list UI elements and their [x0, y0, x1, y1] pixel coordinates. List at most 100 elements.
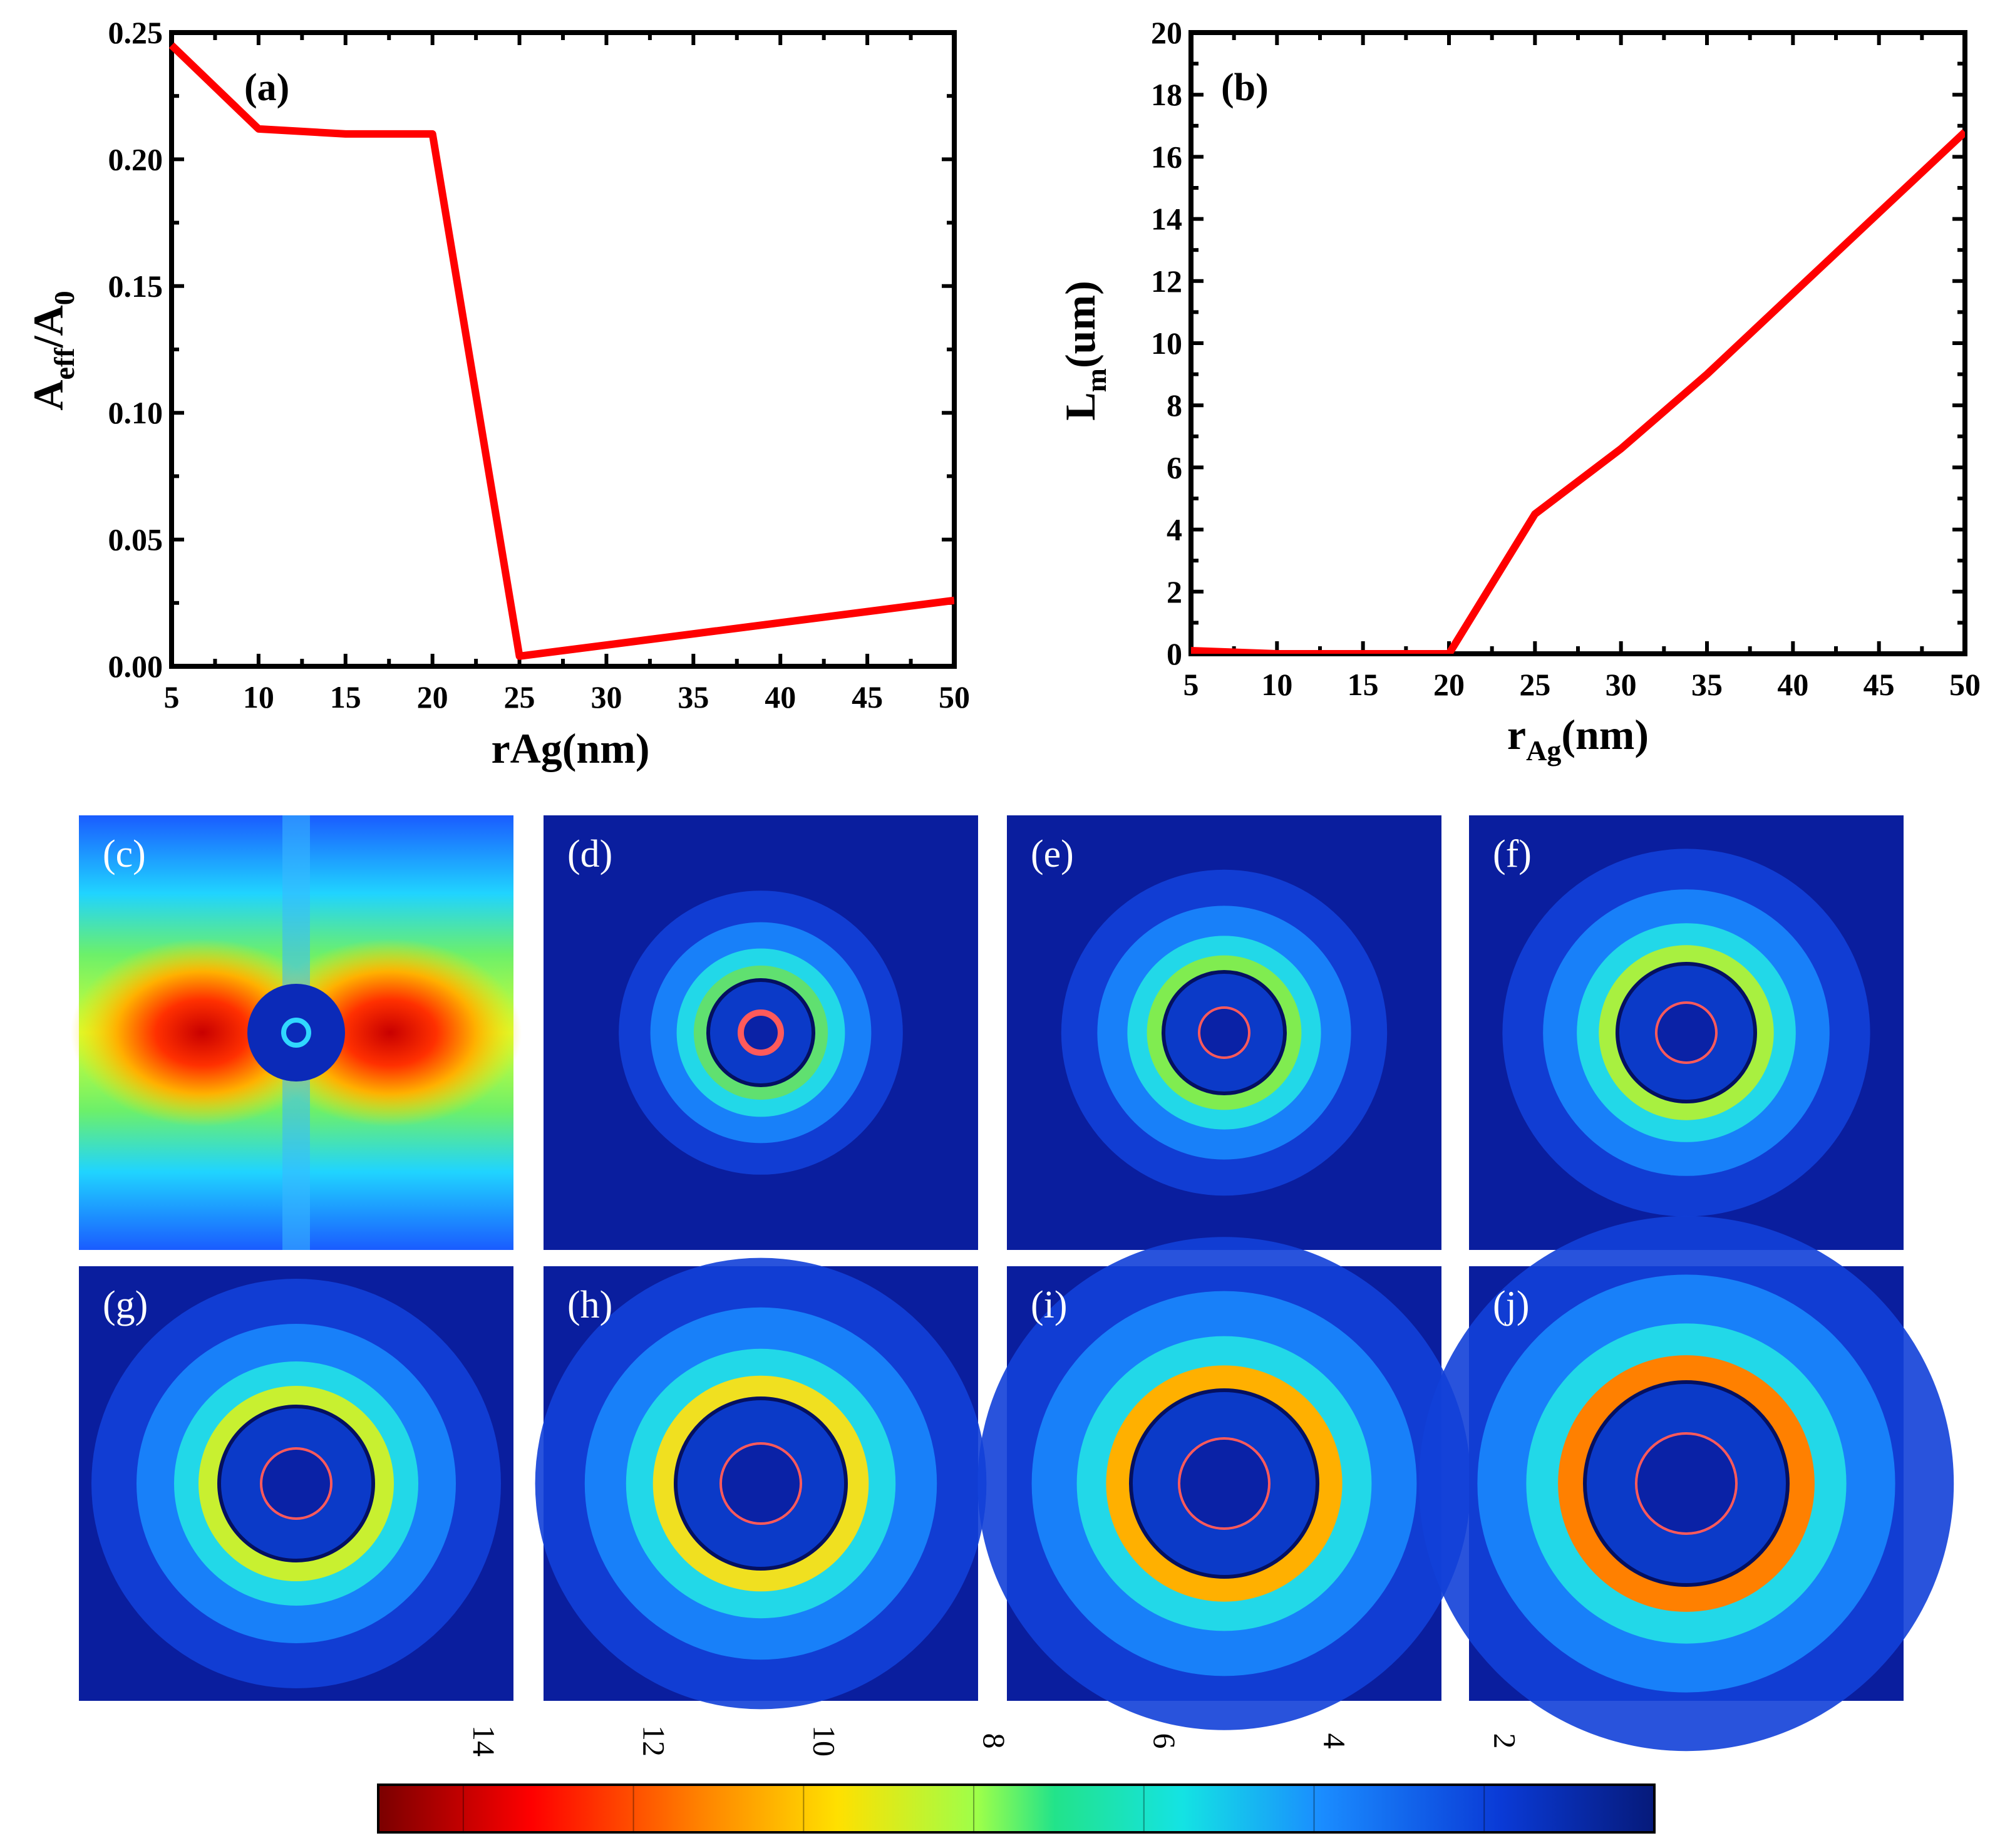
map-label: (j): [1493, 1284, 1530, 1326]
panel-b-chart: 5 10 15 20 25 30 35 40 45 50 0 2 4 6 8 10 12 14 16 18 20 (b)…: [1056, 15, 1981, 767]
map-inner-ring: [281, 1018, 311, 1048]
panel-a-ytick-label: 0.25: [108, 15, 163, 50]
field-map-h: (h): [535, 1257, 987, 1710]
field-map-g: (g): [79, 1266, 513, 1701]
map-inner-ring: [1635, 1432, 1738, 1535]
colorbar-tick-label: 8: [977, 1733, 1012, 1749]
map-inner-ring: [738, 1009, 784, 1056]
panel-b-xtick-label: 30: [1606, 667, 1637, 702]
map-label: (f): [1493, 833, 1532, 875]
field-map-f: (f): [1469, 815, 1904, 1250]
panel-b-xtick-label: 10: [1261, 667, 1292, 702]
panel-b-xtick-label: 25: [1519, 667, 1550, 702]
panel-b-ylabel-rest: (um): [1056, 281, 1104, 368]
field-map-j: (j): [1418, 1216, 1954, 1752]
panel-b-ytick-label: 0: [1167, 636, 1182, 671]
panel-a-ylabel-rest: /A: [24, 305, 72, 348]
panel-a-series: [169, 42, 954, 660]
panel-b-xtick-label: 45: [1864, 667, 1895, 702]
field-map-c: (c): [71, 815, 522, 1250]
panel-b-ytick-label: 14: [1151, 202, 1182, 237]
panel-a-xtick-label: 40: [765, 679, 796, 715]
panel-b-series: [1191, 129, 1965, 654]
panel-b-xlabel-sub: Ag: [1526, 735, 1561, 767]
map-inner-ring: [719, 1442, 802, 1525]
panel-a-xtick-label: 15: [330, 679, 361, 715]
panel-b-xtick-label: 35: [1691, 667, 1723, 702]
panel-a-ytick-label: 0.20: [108, 142, 163, 177]
field-map-e: (e): [1007, 815, 1441, 1250]
map-label: (i): [1031, 1284, 1068, 1326]
panel-a-xtick-label: 20: [417, 679, 448, 715]
colorbar-tick-label: 14: [467, 1725, 502, 1757]
panel-a-ytick-label: 0.00: [108, 649, 163, 684]
panel-b-ytick-label: 16: [1151, 139, 1182, 174]
panel-b-ytick-label: 6: [1167, 450, 1182, 485]
panel-b-x-axis-label: rAg(nm): [1507, 711, 1649, 767]
panel-b-series-line: [1191, 129, 1965, 654]
panel-b-ytick-label: 10: [1151, 326, 1182, 361]
colorbar-tick-label: 10: [807, 1725, 842, 1757]
panel-a-y-axis-label: Aeff/A0: [24, 291, 80, 410]
map-hotspot-right: [259, 939, 522, 1127]
panel-b-ylabel-main: L: [1056, 392, 1104, 420]
panel-a-xtick-label: 45: [852, 679, 883, 715]
panel-a-series-line: [169, 42, 954, 660]
panel-a-ylabel-sub2: 0: [48, 291, 80, 305]
panel-b-ytick-label: 18: [1151, 77, 1182, 112]
panel-a-ytick-label: 0.15: [108, 269, 163, 304]
map-label: (d): [567, 833, 612, 875]
panel-a-xtick-label: 5: [164, 679, 180, 715]
panel-b-ytick-label: 12: [1151, 264, 1182, 299]
colorbar-tick-label: 12: [637, 1725, 672, 1757]
panel-b-ytick-label: 2: [1167, 574, 1182, 609]
panel-b-ticks: 5 10 15 20 25 30 35 40 45 50 0 2 4 6 8 10 12 14 16 18 20: [1151, 15, 1981, 702]
panel-a-xtick-label: 30: [590, 679, 622, 715]
panel-b-xlabel-rest: (nm): [1561, 711, 1649, 758]
map-inner-ring: [1178, 1437, 1271, 1530]
field-map-d: (d): [544, 815, 978, 1250]
panel-a-xtick-label: 25: [504, 679, 535, 715]
panel-a-xtick-label: 50: [939, 679, 970, 715]
map-label: (c): [103, 833, 146, 875]
colorbar: 14 12 10 8 6 4 2: [377, 1725, 1656, 1834]
panel-b-frame: [1188, 30, 1967, 656]
colorbar-tick-label: 4: [1317, 1733, 1353, 1749]
panel-b-label: (b): [1221, 66, 1269, 109]
map-core: [247, 984, 345, 1081]
panel-b-xtick-label: 40: [1777, 667, 1808, 702]
svg-text:Lm(um): Lm(um): [1056, 281, 1112, 420]
panel-b-xtick-label: 50: [1949, 667, 1981, 702]
map-inner-ring: [1198, 1006, 1250, 1059]
map-inner-ring: [260, 1447, 332, 1520]
panel-a-chart: 5 10 15 20 25 30 35 40 45 50 0.00 0.05 0.10 0.15 0.20 0…: [24, 15, 970, 772]
colorbar-ticks: 14 12 10 8 6 4 2: [462, 1725, 1522, 1832]
map-label: (g): [103, 1284, 148, 1326]
panel-a-label: (a): [244, 66, 289, 109]
colorbar-gradient: [377, 1783, 1656, 1834]
panel-a-x-axis-label: rAg(nm): [491, 725, 649, 772]
panel-a-xtick-label: 10: [243, 679, 274, 715]
panel-b-ylabel-sub: m: [1080, 368, 1112, 392]
panel-b-ytick-label: 8: [1167, 388, 1182, 423]
map-label: (h): [567, 1284, 612, 1326]
field-map-i: (i): [977, 1237, 1471, 1730]
panel-a-ylabel-main: A: [24, 379, 72, 410]
colorbar-tick-label: 6: [1147, 1733, 1182, 1749]
panel-b-xtick-label: 5: [1183, 667, 1199, 702]
svg-text:Aeff/A0: Aeff/A0: [24, 291, 80, 410]
map-label: (e): [1031, 833, 1074, 875]
panel-a-ytick-label: 0.10: [108, 395, 163, 430]
map-inner-ring: [1655, 1001, 1718, 1064]
panel-b-y-axis-label: Lm(um): [1056, 281, 1112, 420]
panel-b-xlabel-main: r: [1507, 711, 1526, 758]
panel-b-ytick-label: 20: [1151, 15, 1182, 50]
panel-a-ylabel-sub: eff: [48, 348, 80, 380]
map-hotspot-left: [71, 939, 334, 1127]
panel-b-xtick-label: 15: [1348, 667, 1379, 702]
panel-a-ticks: 5 10 15 20 25 30 35 40 45 50 0.00 0.05 0.10 0.15 0.20 0…: [108, 15, 971, 715]
colorbar-tick-label: 2: [1487, 1733, 1522, 1749]
panel-a-xtick-label: 35: [678, 679, 709, 715]
panel-a-ytick-label: 0.05: [108, 522, 163, 557]
